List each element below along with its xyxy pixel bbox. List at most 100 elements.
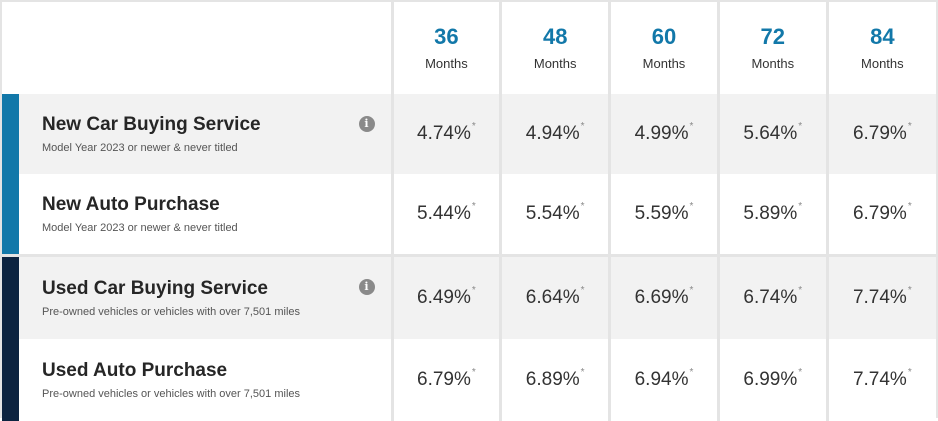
term-number: 36: [434, 23, 459, 49]
footnote-asterisk: *: [798, 367, 803, 378]
footnote-asterisk: *: [580, 367, 585, 378]
rate-row-new-auto-purchase: New Auto Purchase Model Year 2023 or new…: [2, 174, 936, 256]
info-icon[interactable]: i: [358, 116, 375, 132]
rate-value: 6.64%: [525, 287, 580, 308]
rate-cell: 6.69%*: [608, 254, 719, 339]
header-blank-cell: [2, 2, 392, 94]
term-header-48: 48 Months: [499, 2, 610, 94]
footnote-asterisk: *: [798, 285, 803, 296]
rate-cell: 4.94%*: [499, 94, 610, 174]
term-unit: Months: [642, 55, 686, 71]
product-label-cell: New Auto Purchase Model Year 2023 or new…: [2, 174, 392, 256]
footnote-asterisk: *: [689, 121, 694, 132]
rate-cell: 6.74%*: [716, 254, 828, 339]
rate-value: 7.74%: [852, 369, 907, 390]
rate-value: 6.69%: [634, 287, 689, 308]
rate-value: 5.64%: [743, 123, 798, 144]
product-description: Pre-owned vehicles or vehicles with over…: [42, 388, 301, 400]
product-name: Used Car Buying Service: [42, 278, 268, 299]
footnote-asterisk: *: [907, 201, 912, 212]
product-label-cell: Used Car Buying Service Pre-owned vehicl…: [2, 254, 392, 339]
rate-value: 6.94%: [634, 369, 689, 390]
footnote-asterisk: *: [471, 285, 476, 296]
rate-cell: 6.89%*: [499, 339, 610, 421]
rate-value: 7.74%: [852, 287, 907, 308]
product-name: Used Auto Purchase: [42, 360, 228, 381]
rate-value: 5.89%: [743, 203, 798, 224]
rate-cell: 5.54%*: [499, 174, 610, 256]
rate-cell: 5.59%*: [608, 174, 719, 256]
category-color-bar: [2, 339, 19, 421]
term-unit: Months: [861, 55, 904, 71]
footnote-asterisk: *: [580, 201, 585, 212]
product-description: Model Year 2023 or newer & never titled: [42, 142, 238, 154]
rate-cell: 4.99%*: [608, 94, 719, 174]
rate-cell: 6.64%*: [499, 254, 610, 339]
rate-row-new-car-buying-service: New Car Buying Service Model Year 2023 o…: [2, 94, 936, 174]
rate-value: 6.89%: [525, 369, 580, 390]
rate-cell: 5.89%*: [716, 174, 828, 256]
rate-cell: 6.49%*: [390, 254, 501, 339]
category-color-bar: [2, 174, 19, 254]
term-header-72: 72 Months: [716, 2, 828, 94]
rate-cell: 5.44%*: [390, 174, 501, 256]
footnote-asterisk: *: [471, 367, 476, 378]
rate-row-used-car-buying-service: Used Car Buying Service Pre-owned vehicl…: [2, 254, 936, 339]
product-name: New Auto Purchase: [42, 194, 220, 215]
footnote-asterisk: *: [907, 121, 912, 132]
term-header-36: 36 Months: [390, 2, 501, 94]
footnote-asterisk: *: [580, 121, 585, 132]
term-unit: Months: [425, 55, 468, 71]
rate-cell: 5.64%*: [716, 94, 828, 174]
category-color-bar: [2, 257, 19, 339]
footnote-asterisk: *: [689, 285, 694, 296]
product-name: New Car Buying Service: [42, 114, 261, 135]
term-unit: Months: [751, 55, 795, 71]
rate-value: 6.79%: [852, 203, 907, 224]
category-color-bar: [2, 94, 19, 174]
rate-cell: 4.74%*: [390, 94, 501, 174]
rate-value: 6.79%: [417, 369, 471, 390]
footnote-asterisk: *: [907, 285, 912, 296]
rate-cell: 7.74%*: [825, 339, 936, 421]
footnote-asterisk: *: [580, 285, 585, 296]
rate-cell: 6.99%*: [716, 339, 828, 421]
footnote-asterisk: *: [907, 367, 912, 378]
rate-value: 5.54%: [525, 203, 580, 224]
rate-value: 5.59%: [634, 203, 689, 224]
term-header-84: 84 Months: [825, 2, 936, 94]
rate-cell: 6.79%*: [825, 94, 936, 174]
rate-value: 5.44%: [417, 203, 471, 224]
term-header-row: 36 Months 48 Months 60 Months 72 Months 84 Mo…: [2, 2, 936, 94]
product-description: Pre-owned vehicles or vehicles with over…: [42, 306, 301, 318]
info-icon[interactable]: i: [358, 279, 375, 295]
term-number: 84: [870, 23, 895, 49]
rate-cell: 6.79%*: [390, 339, 501, 421]
footnote-asterisk: *: [689, 367, 694, 378]
rate-value: 4.74%: [417, 123, 471, 144]
rate-cell: 6.94%*: [608, 339, 719, 421]
product-label-cell: Used Auto Purchase Pre-owned vehicles or…: [2, 339, 392, 421]
footnote-asterisk: *: [471, 201, 476, 212]
rate-value: 6.99%: [743, 369, 798, 390]
rate-cell: 6.79%*: [825, 174, 936, 256]
product-description: Model Year 2023 or newer & never titled: [42, 222, 238, 234]
term-number: 72: [760, 23, 786, 49]
footnote-asterisk: *: [471, 121, 476, 132]
rate-cell: 7.74%*: [825, 254, 936, 339]
rate-value: 6.74%: [743, 287, 798, 308]
rate-value: 6.79%: [852, 123, 907, 144]
footnote-asterisk: *: [689, 201, 694, 212]
rate-value: 6.49%: [417, 287, 471, 308]
product-label-cell: New Car Buying Service Model Year 2023 o…: [2, 94, 392, 174]
footnote-asterisk: *: [798, 201, 803, 212]
rate-row-used-auto-purchase: Used Auto Purchase Pre-owned vehicles or…: [2, 339, 936, 421]
rate-value: 4.94%: [525, 123, 580, 144]
term-number: 48: [542, 23, 568, 49]
term-number: 60: [651, 23, 677, 49]
term-header-60: 60 Months: [608, 2, 719, 94]
term-unit: Months: [533, 55, 577, 71]
rate-value: 4.99%: [634, 123, 689, 144]
